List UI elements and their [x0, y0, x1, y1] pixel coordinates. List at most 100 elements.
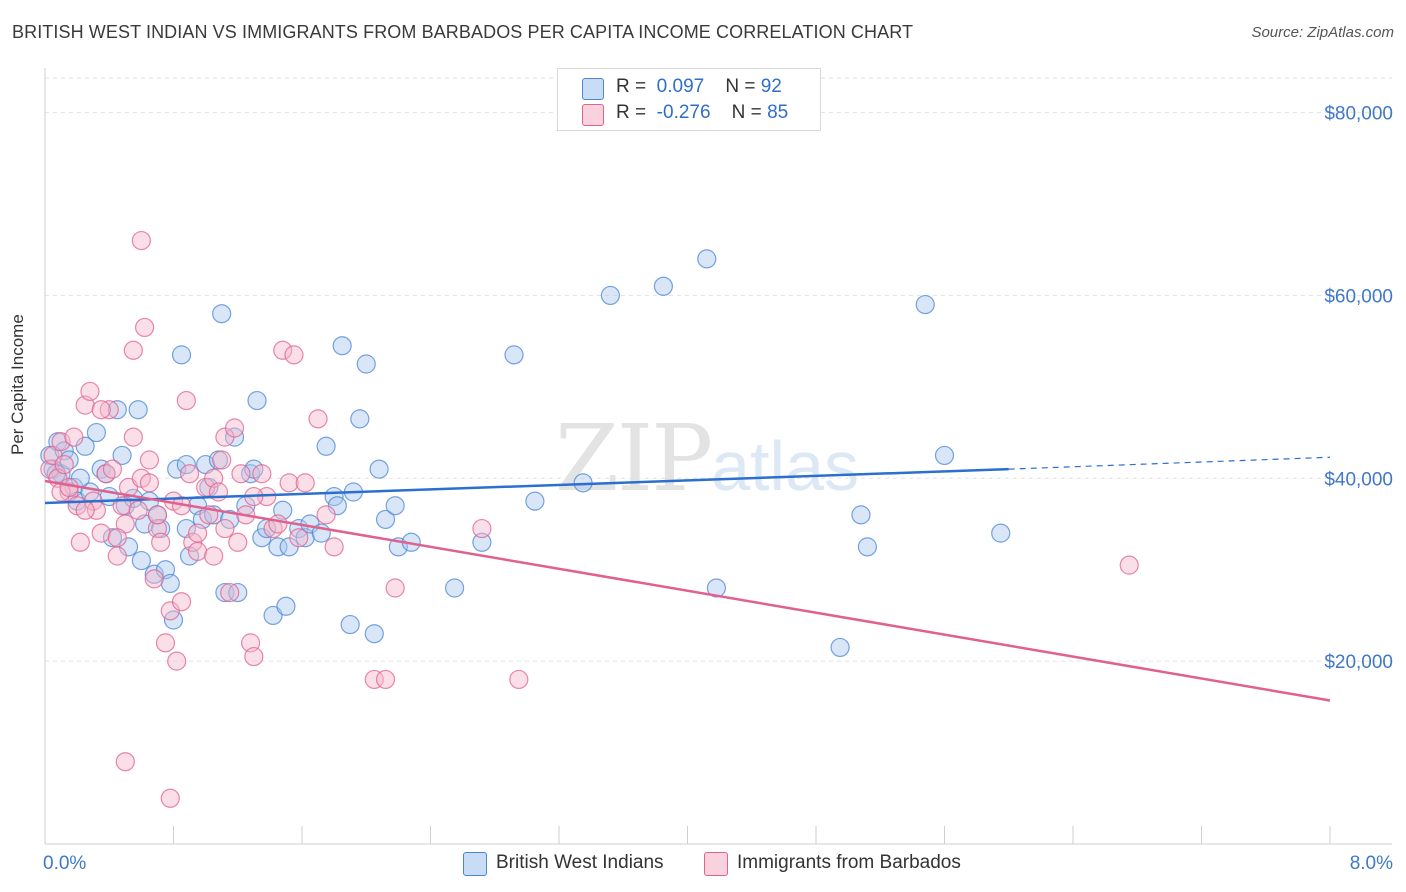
- data-point: [167, 459, 187, 479]
- data-point: [86, 422, 107, 443]
- data-point: [51, 432, 71, 452]
- data-point: [128, 400, 148, 420]
- data-point: [171, 345, 192, 365]
- data-point: [340, 614, 360, 635]
- data-point: [308, 409, 328, 429]
- data-point: [134, 317, 155, 338]
- data-point: [316, 436, 336, 456]
- data-point: [252, 464, 272, 484]
- data-point: [444, 578, 465, 598]
- data-point: [525, 491, 545, 511]
- data-point: [99, 400, 119, 420]
- data-point: [160, 788, 180, 808]
- data-point: [509, 669, 529, 690]
- data-point: [289, 528, 309, 548]
- x-tick-label: 0.0%: [43, 853, 86, 874]
- data-point: [107, 400, 127, 420]
- data-point: [228, 532, 248, 552]
- data-point: [80, 381, 100, 402]
- legend-n-value: 92: [760, 76, 782, 97]
- y-tick-label: $60,000: [1324, 286, 1393, 307]
- data-point: [91, 523, 111, 543]
- data-point: [212, 450, 232, 470]
- data-point: [215, 518, 235, 539]
- y-tick-label: $40,000: [1324, 469, 1393, 490]
- series-name-pink: Immigrants from Barbados: [737, 852, 961, 873]
- data-point: [128, 500, 148, 520]
- data-point: [91, 400, 111, 420]
- data-point: [851, 505, 871, 525]
- data-point: [187, 523, 208, 543]
- legend-n-value: 85: [767, 102, 789, 123]
- data-point: [600, 285, 621, 306]
- data-point: [139, 473, 160, 493]
- trend-line-pink: [44, 479, 1331, 702]
- data-point: [102, 528, 123, 548]
- data-point: [70, 532, 90, 552]
- data-point: [224, 418, 245, 438]
- data-point: [107, 546, 127, 566]
- data-point: [115, 752, 135, 772]
- legend-swatch-pink: [582, 104, 604, 126]
- data-point: [54, 454, 74, 475]
- data-point: [697, 249, 717, 269]
- legend-n-label: N =: [725, 76, 756, 97]
- data-point: [830, 637, 850, 658]
- data-point: [204, 546, 224, 566]
- trend-line-blue: [44, 467, 1009, 505]
- watermark-atlas: atlas: [711, 427, 860, 505]
- data-point: [706, 578, 727, 598]
- data-point: [212, 304, 232, 324]
- x-tick-label: 8.0%: [1350, 853, 1393, 874]
- data-point: [375, 509, 396, 530]
- data-point: [187, 541, 208, 562]
- data-point: [144, 564, 164, 584]
- data-point: [324, 537, 344, 557]
- data-point: [332, 336, 352, 356]
- legend-r-label: R =: [616, 76, 647, 97]
- data-point: [151, 532, 171, 552]
- data-point: [276, 596, 296, 616]
- legend-n-label: N =: [731, 102, 762, 123]
- data-point: [247, 390, 267, 411]
- data-point: [102, 459, 123, 479]
- trend-line-blue-extension: [1008, 456, 1331, 470]
- data-point: [131, 230, 151, 251]
- legend-r-value: -0.276: [656, 102, 711, 123]
- data-point: [228, 582, 248, 603]
- data-point: [273, 340, 293, 360]
- legend-swatch-blue: [582, 78, 604, 100]
- data-point: [179, 464, 200, 484]
- data-point: [167, 651, 187, 671]
- data-point: [123, 427, 143, 447]
- legend-r-value: 0.097: [656, 76, 705, 97]
- data-point: [176, 390, 196, 411]
- data-point: [364, 624, 384, 644]
- data-point: [991, 523, 1011, 543]
- data-point: [653, 276, 674, 296]
- data-point: [369, 459, 389, 479]
- data-point: [107, 528, 127, 548]
- y-tick-label: $80,000: [1324, 104, 1393, 125]
- data-point: [375, 669, 396, 690]
- watermark-zip: ZIP: [555, 405, 713, 512]
- data-point: [472, 518, 492, 539]
- watermark: ZIPatlas: [555, 405, 859, 512]
- data-point: [144, 569, 164, 589]
- source-label: Source: ZipAtlas.com: [1251, 24, 1394, 41]
- data-point: [220, 509, 240, 530]
- data-point: [123, 340, 143, 360]
- data-point: [64, 427, 84, 447]
- data-point: [350, 409, 370, 429]
- data-point: [295, 473, 315, 493]
- data-point: [183, 532, 203, 552]
- data-point: [220, 582, 240, 603]
- data-point: [504, 345, 524, 365]
- data-point: [364, 669, 384, 690]
- bottom-legend-swatch-pink: [704, 852, 728, 876]
- data-point: [112, 445, 132, 466]
- chart-title: BRITISH WEST INDIAN VS IMMIGRANTS FROM B…: [12, 22, 914, 42]
- series-pink: [40, 230, 1139, 808]
- data-point: [160, 573, 180, 594]
